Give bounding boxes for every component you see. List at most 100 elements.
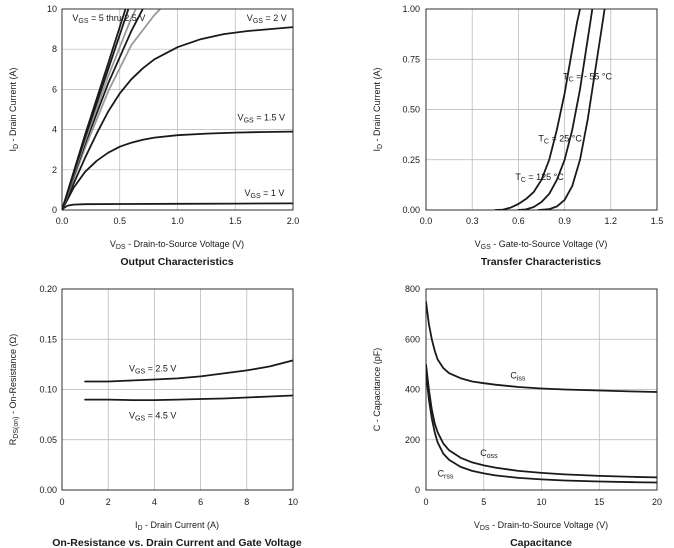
rdson-ytick-label: 0.05 <box>39 435 57 445</box>
rdson-chart: 0 2 4 6 8 10 0.00 0.05 0.10 0.15 0.20 ID - Drain Cu… <box>8 284 302 548</box>
capacitance-ytick-label: 600 <box>405 334 420 344</box>
rdson-xtick-label: 2 <box>106 497 111 507</box>
rdson-y-axis-label-main: R <box>8 438 18 445</box>
transfer-annotation: TC = - 55 °C <box>563 71 612 83</box>
output-annotation-subscript: GS <box>251 193 261 200</box>
rdson-annotation: VGS = 2.5 V <box>129 363 176 375</box>
capacitance-y-axis-label: C - Capacitance (pF) <box>372 348 382 432</box>
output-y-axis-label-rest: - Drain Current (A) <box>8 67 18 144</box>
capacitance-x-axis-label: VDS - Drain-to-Source Voltage (V) <box>474 520 608 532</box>
capacitance-annotation-subscript: rss <box>444 474 454 481</box>
output-annotation: VGS = 5 thru 2.5 V <box>72 13 145 25</box>
output-annotation-rest: = 1 V <box>261 188 285 198</box>
output-annotation-main: V <box>238 113 244 123</box>
transfer-annotation-rest: = - 55 °C <box>574 71 613 81</box>
rdson-plot-frame <box>61 288 294 491</box>
transfer-x-axis-label-subscript: GS <box>481 244 491 251</box>
rdson-y-axis-label-subscript: DS(on) <box>13 417 20 439</box>
capacitance-annotation: Coss <box>480 448 498 460</box>
transfer-annotation-rest: = 125 °C <box>526 172 564 182</box>
transfer-series-0 <box>494 9 581 210</box>
rdson-annotation-main: V <box>129 363 135 373</box>
rdson-annotation: VGS = 4.5 V <box>129 411 176 423</box>
rdson-xtick-label: 10 <box>288 497 298 507</box>
output-ytick-label: 10 <box>47 4 57 14</box>
capacitance-series-0 <box>426 300 657 393</box>
output-y-axis-label-subscript: D <box>13 144 20 149</box>
capacitance-series-group <box>426 300 657 484</box>
rdson-y-axis-label: RDS(on) - On-Resistance (Ω) <box>8 334 20 445</box>
output-x-axis-label: VDS - Drain-to-Source Voltage (V) <box>110 239 244 251</box>
transfer-xtick-label: 0.6 <box>512 216 525 226</box>
rdson-annotation-main: V <box>129 411 135 421</box>
capacitance-plot-frame <box>425 288 658 491</box>
rdson-ytick-label: 0.15 <box>39 334 57 344</box>
capacitance-annotation-subscript: iss <box>517 376 526 383</box>
output-chart-title: Output Characteristics <box>120 256 233 268</box>
transfer-annotation: TC = 125 °C <box>515 172 564 184</box>
output-annotation-subscript: GS <box>78 18 88 25</box>
transfer-annotation-subscript: C <box>521 177 526 184</box>
output-xtick-label: 2.0 <box>287 216 300 226</box>
capacitance-x-axis-label-main: V <box>474 520 480 530</box>
transfer-chart-title: Transfer Characteristics <box>481 256 601 268</box>
rdson-xtick-label: 6 <box>198 497 203 507</box>
output-annotation-subscript: GS <box>253 18 263 25</box>
capacitance-xtick-label: 15 <box>594 497 604 507</box>
rdson-xtick-label: 0 <box>59 497 64 507</box>
transfer-xtick-label: 1.2 <box>605 216 618 226</box>
output-series-3 <box>62 9 162 210</box>
capacitance-series-1 <box>426 363 657 479</box>
capacitance-x-axis-label-subscript: DS <box>480 525 490 532</box>
rdson-xtick-label: 8 <box>244 497 249 507</box>
output-x-axis-label-rest: - Drain-to-Source Voltage (V) <box>126 239 245 249</box>
output-annotation: VGS = 1 V <box>244 188 284 200</box>
rdson-ytick-label: 0.20 <box>39 284 57 294</box>
transfer-xtick-label: 1.5 <box>651 216 664 226</box>
output-xtick-label: 0.5 <box>113 216 126 226</box>
output-annotation-main: V <box>247 13 253 23</box>
output-annotation: VGS = 2 V <box>247 13 287 25</box>
output-x-axis-label-main: V <box>110 239 116 249</box>
rdson-annotation-rest: = 2.5 V <box>145 363 176 373</box>
output-xtick-label: 1.0 <box>171 216 184 226</box>
output-ytick-label: 2 <box>52 165 57 175</box>
transfer-series-group <box>494 9 606 210</box>
capacitance-ytick-label: 400 <box>405 385 420 395</box>
capacitance-annotation-main: C <box>480 448 487 458</box>
output-series-group <box>62 9 293 210</box>
output-series-1 <box>62 130 293 210</box>
rdson-x-axis-label-main: I <box>135 520 138 530</box>
transfer-annotation-main: T <box>515 172 521 182</box>
transfer-xtick-label: 0.9 <box>558 216 571 226</box>
output-ytick-label: 8 <box>52 44 57 54</box>
transfer-x-axis-label: VGS - Gate-to-Source Voltage (V) <box>475 239 608 251</box>
output-series-2 <box>62 26 293 210</box>
capacitance-ytick-label: 0 <box>415 485 420 495</box>
transfer-xtick-label: 0.0 <box>420 216 433 226</box>
capacitance-chart-title: Capacitance <box>510 537 572 548</box>
transfer-plot-frame <box>425 8 658 211</box>
transfer-xtick-label: 0.3 <box>466 216 479 226</box>
rdson-chart-title: On-Resistance vs. Drain Current and Gate… <box>52 537 302 548</box>
rdson-ytick-label: 0.10 <box>39 385 57 395</box>
capacitance-series-2 <box>426 371 657 484</box>
capacitance-ytick-label: 800 <box>405 284 420 294</box>
capacitance-ytick-label: 200 <box>405 435 420 445</box>
transfer-ytick-label: 0.50 <box>402 105 420 115</box>
output-x-axis-label-subscript: DS <box>116 244 126 251</box>
transfer-y-axis-label-subscript: D <box>377 144 384 149</box>
rdson-annotation-subscript: GS <box>135 368 145 375</box>
capacitance-annotation-main: C <box>438 469 445 479</box>
output-annotation-rest: = 1.5 V <box>254 113 285 123</box>
transfer-annotation-main: T <box>538 134 544 144</box>
transfer-series-1 <box>517 9 594 210</box>
transfer-y-axis-label-rest: - Drain Current (A) <box>372 67 382 144</box>
output-y-axis-label-main: I <box>8 149 18 152</box>
output-series-7 <box>62 9 127 210</box>
rdson-x-axis-label-subscript: D <box>137 525 142 532</box>
rdson-xtick-label: 4 <box>152 497 157 507</box>
output-ytick-label: 4 <box>52 125 57 135</box>
